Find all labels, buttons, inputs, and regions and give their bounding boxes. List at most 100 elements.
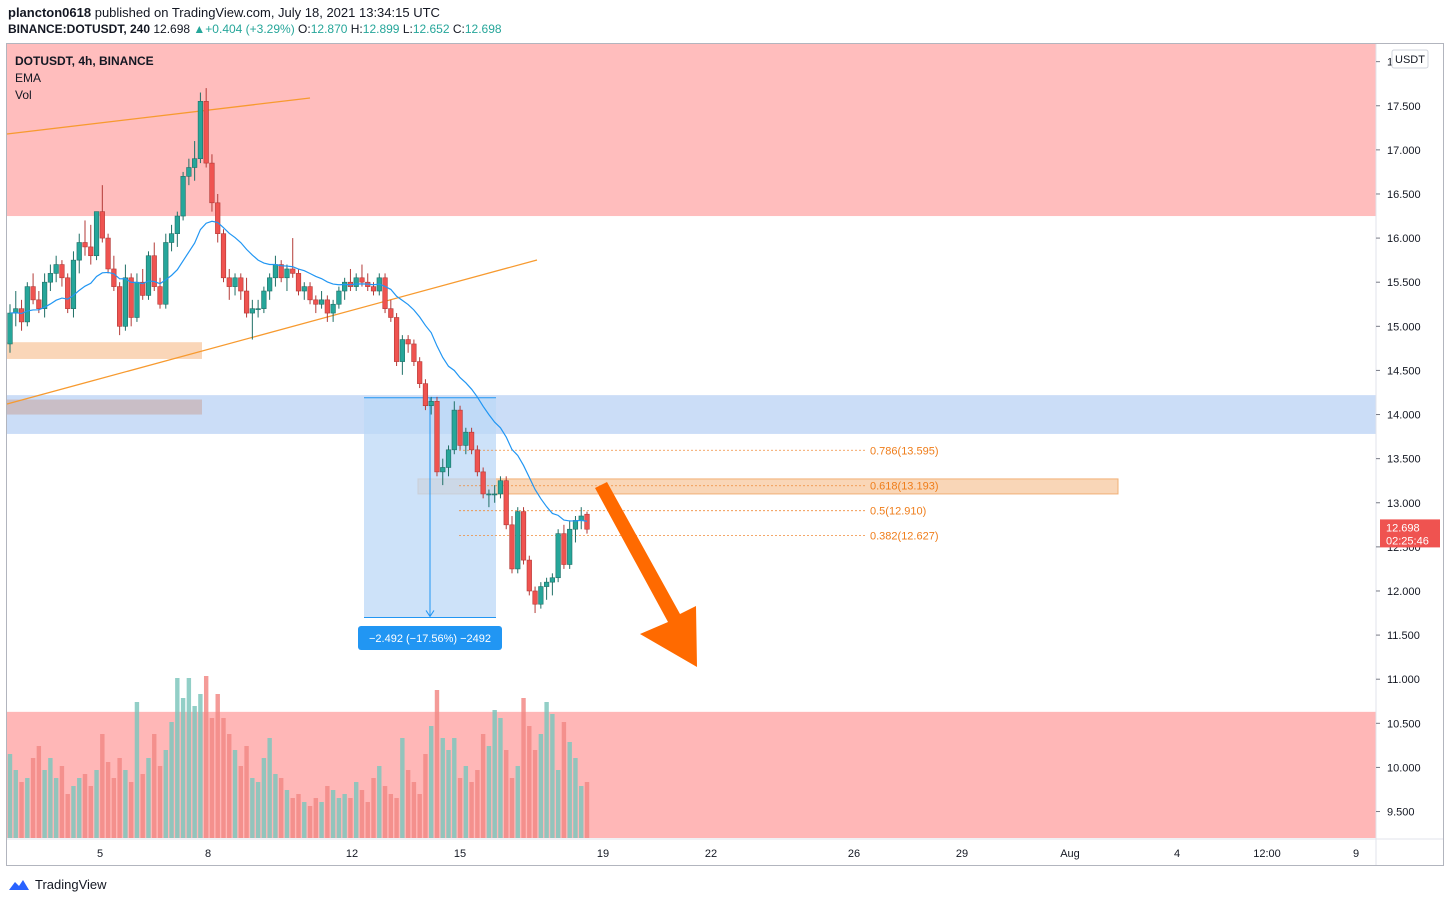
tradingview-logo[interactable]: TradingView: [8, 877, 107, 892]
candle: [238, 273, 244, 300]
volume-bar: [405, 770, 411, 838]
candle-body: [117, 286, 123, 327]
candle: [561, 524, 567, 569]
candle-body: [451, 409, 457, 451]
volume-bar: [209, 718, 215, 838]
currency-label: USDT: [1395, 54, 1425, 66]
candle: [47, 264, 53, 292]
candle-body: [457, 409, 463, 446]
candle-body: [163, 242, 169, 305]
volume-bar: [65, 794, 70, 838]
drawings-layer[interactable]: −2.492 (−17.56%) −2492 0.786(13.595) 0.618…: [6, 97, 939, 667]
candle: [290, 238, 296, 278]
candle-body: [226, 277, 232, 287]
candle-body: [220, 233, 227, 279]
candle: [24, 282, 30, 327]
volume-bar: [203, 676, 209, 838]
fib-label: 0.618(13.193): [870, 481, 939, 493]
candle: [422, 379, 429, 411]
y-tick-label: 16.000: [1387, 233, 1421, 245]
candle-body: [370, 286, 377, 292]
candle: [180, 171, 186, 221]
candle: [70, 251, 77, 318]
volume-bar: [284, 790, 290, 838]
candle-body: [53, 264, 59, 274]
trendline-upper[interactable]: [6, 97, 311, 135]
candle: [99, 185, 105, 243]
zone-fib-zone[interactable]: [417, 478, 1119, 495]
volume-bar: [273, 774, 278, 838]
volume-bar: [354, 782, 359, 838]
forecast-arrow[interactable]: [595, 482, 697, 667]
volume-bar: [434, 690, 440, 838]
zone-support[interactable]: [7, 395, 1376, 434]
candle-body: [197, 101, 204, 159]
legend-ema[interactable]: EMA: [15, 71, 42, 85]
trendline-lower[interactable]: [6, 259, 538, 405]
candle: [342, 277, 348, 300]
volume-bar: [457, 778, 463, 838]
y-tick-label: 10.500: [1387, 718, 1421, 730]
candle-body: [59, 264, 65, 279]
zone-left-orange[interactable]: [7, 342, 202, 359]
high-label: H:: [350, 22, 363, 36]
candle: [186, 158, 192, 186]
candle: [105, 233, 111, 274]
zones-layer: [7, 44, 1376, 838]
open-value: 12.870: [310, 22, 348, 36]
candle-body: [353, 277, 359, 287]
candle-body: [30, 286, 36, 301]
candle-body: [18, 308, 25, 323]
zone-left-grey[interactable]: [7, 399, 202, 415]
candles-layer: [7, 88, 590, 614]
candle-body: [76, 242, 82, 261]
candle: [515, 507, 521, 574]
candle-body: [295, 273, 302, 292]
legend-symbol[interactable]: DOTUSDT, 4h, BINANCE: [15, 54, 154, 68]
volume-bar: [180, 698, 186, 838]
x-tick-label: Aug: [1060, 848, 1080, 860]
candle: [301, 282, 307, 300]
axis-layer[interactable]: 18.00017.50017.00016.50016.00015.50015.0…: [7, 44, 1443, 865]
candle: [82, 220, 88, 256]
candle: [324, 295, 330, 322]
candle-body: [174, 215, 180, 234]
volume-bar: [555, 770, 561, 838]
countdown-label: 02:25:46: [1386, 535, 1429, 547]
x-tick-label: 9: [1353, 848, 1359, 860]
currency-label-box[interactable]: [1391, 49, 1429, 69]
candle-body: [544, 581, 550, 587]
candle-body: [567, 528, 573, 565]
x-tick-label: 19: [597, 848, 609, 860]
volume-bar: [250, 778, 255, 838]
measure-label-bg[interactable]: [358, 626, 502, 650]
volume-bar: [504, 750, 509, 838]
candle: [157, 277, 163, 309]
candle-body: [474, 449, 480, 473]
zone-resistance[interactable]: [7, 44, 1376, 217]
legend-vol[interactable]: Vol: [15, 88, 32, 102]
x-tick-label: 4: [1174, 848, 1180, 860]
volume-bar: [77, 778, 82, 838]
candle: [451, 401, 457, 455]
candle: [88, 224, 94, 265]
y-tick-label: 12.000: [1387, 586, 1421, 598]
volume-bar: [480, 734, 486, 838]
candle: [480, 467, 486, 499]
candle-body: [318, 299, 325, 305]
candle-body: [405, 339, 411, 345]
candle-body: [572, 520, 579, 530]
candle-body: [307, 286, 313, 301]
volume-bar: [538, 734, 544, 838]
candle: [134, 273, 140, 322]
volume-bar: [296, 794, 301, 838]
author-name[interactable]: plancton0618: [8, 5, 92, 20]
candle-body: [480, 471, 486, 495]
volume-bar: [394, 798, 399, 838]
candle-body: [88, 246, 94, 257]
tradingview-icon: [9, 879, 29, 890]
candle-body: [330, 303, 336, 314]
candle: [192, 141, 198, 181]
candle-body: [47, 273, 53, 283]
